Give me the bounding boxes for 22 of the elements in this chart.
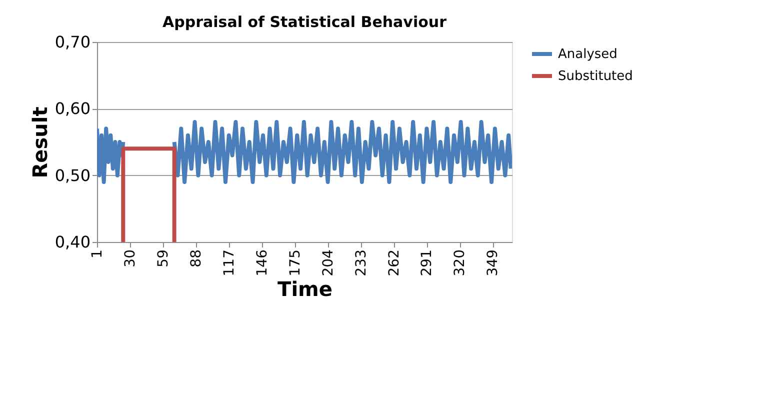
- x-tick-label: 349: [485, 250, 502, 276]
- x-tick-label: 88: [188, 250, 204, 268]
- y-tick-label: 0,70: [54, 32, 90, 52]
- chart-title: Appraisal of Statistical Behaviour: [162, 13, 448, 31]
- legend-label: Substituted: [558, 69, 633, 84]
- x-tick-label: 320: [452, 250, 468, 276]
- y-axis-title: Result: [28, 106, 52, 178]
- x-axis-title: Time: [278, 277, 332, 302]
- x-tick-label: 1: [90, 250, 106, 258]
- x-tick-label: 291: [419, 250, 436, 276]
- x-tick-label: 233: [353, 250, 370, 276]
- legend-label: Analysed: [558, 47, 618, 62]
- x-tick-label: 175: [287, 250, 304, 276]
- x-tick-label: 30: [122, 250, 138, 268]
- x-tick-label: 117: [221, 250, 238, 276]
- y-tick-label: 0,60: [54, 99, 90, 118]
- y-tick-label: 0,40: [54, 232, 90, 252]
- x-tick-label: 204: [320, 249, 336, 276]
- y-tick-label: 0,50: [54, 166, 90, 185]
- x-tick-label: 146: [254, 249, 270, 276]
- x-tick-label: 262: [386, 250, 402, 276]
- x-tick-label: 59: [155, 250, 172, 268]
